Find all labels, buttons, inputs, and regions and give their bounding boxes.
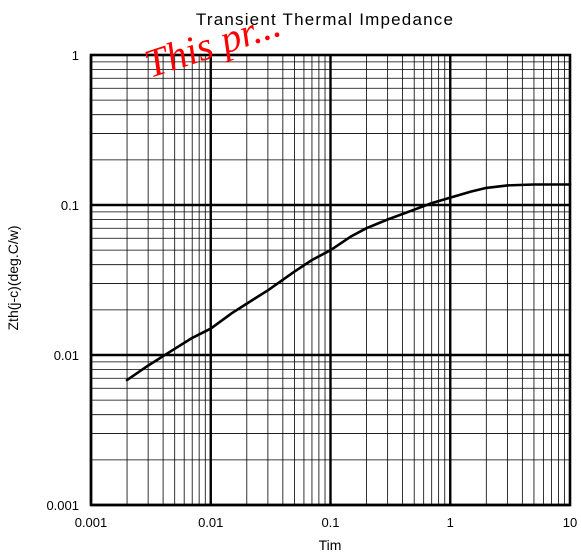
x-tick-label: 10 [563,515,577,530]
y-tick-label: 0.001 [46,498,79,513]
chart-title: Transient Thermal Impedance [196,10,454,29]
y-axis-title: Zth(j-c)(deg.C/w) [5,225,21,330]
x-tick-label: 1 [447,515,454,530]
y-tick-label: 0.01 [54,348,79,363]
series-line [125,183,572,382]
plot-frame [89,53,572,507]
x-tick-label: 0.001 [75,515,108,530]
series-layer [125,183,572,382]
x-tick-label: 0.1 [321,515,339,530]
x-tick-label: 0.01 [198,515,223,530]
tick-labels: 0.001 0.01 0.1 1 10 0.001 0.01 0.1 1 [46,48,577,530]
y-tick-label: 0.1 [61,198,79,213]
x-axis-title: Tim [319,537,342,553]
y-tick-label: 1 [72,48,79,63]
grid [89,53,572,507]
